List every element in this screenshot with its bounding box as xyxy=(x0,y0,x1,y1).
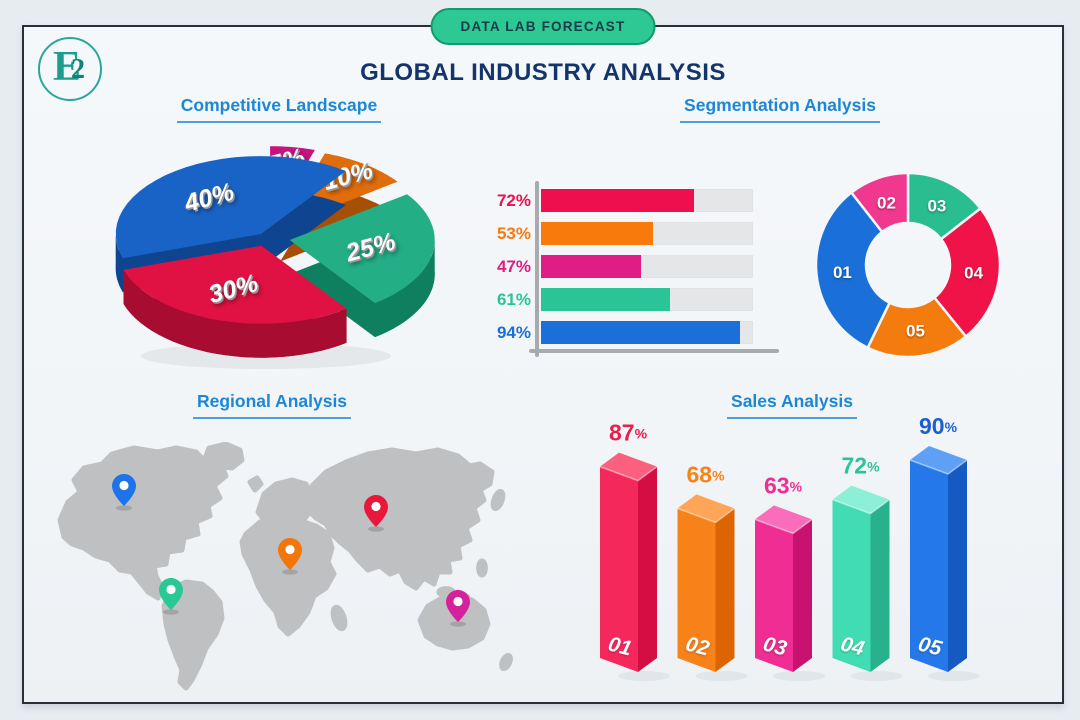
bar-row: 61% xyxy=(479,288,779,311)
bar-fill xyxy=(541,321,741,344)
continent-north-america xyxy=(57,445,229,601)
y-axis xyxy=(535,181,539,357)
column-01: 01 87% xyxy=(599,420,658,672)
bar-track xyxy=(541,255,753,278)
segmentation-bars: 72% 53% 47% 61% 94% xyxy=(479,175,779,375)
island-japan xyxy=(490,488,506,512)
map-pin-australia xyxy=(446,590,470,627)
column-value-label: 63% xyxy=(764,472,803,498)
segmentation-donut: 03 04 05 01 02 xyxy=(814,171,1002,359)
page-title: GLOBAL INDUSTRY ANALYSIS xyxy=(360,59,726,86)
map-pin-africa xyxy=(278,538,302,575)
donut-label: 01 xyxy=(833,263,852,282)
bar-value-label: 47% xyxy=(496,256,531,276)
logo: E 2 xyxy=(38,37,102,101)
bar-value-label: 72% xyxy=(496,190,531,210)
column-number-label: 02 xyxy=(683,633,712,661)
regional-map xyxy=(57,442,513,691)
regional-analysis-link[interactable]: Regional Analysis xyxy=(192,391,352,419)
pie-slice-25: 25% xyxy=(289,194,435,338)
column-value-label: 72% xyxy=(841,453,880,479)
bar-value-label: 61% xyxy=(496,289,531,309)
column-02: 02 68% xyxy=(677,461,735,672)
map-pins xyxy=(112,474,470,627)
island-philippines xyxy=(476,558,488,578)
column-03: 03 63% xyxy=(754,472,813,672)
logo-letter-2: 2 xyxy=(71,54,85,85)
donut-label: 02 xyxy=(877,194,896,213)
segmentation-analysis-link[interactable]: Segmentation Analysis xyxy=(680,95,880,123)
bar-fill xyxy=(541,222,654,245)
donut-label: 04 xyxy=(964,264,983,283)
donut-segment-01 xyxy=(814,191,891,349)
bar-fill xyxy=(541,255,641,278)
sales-analysis-link[interactable]: Sales Analysis xyxy=(727,391,857,419)
column-number-label: 01 xyxy=(606,633,634,661)
bar-value-label: 53% xyxy=(496,223,531,243)
continent-africa xyxy=(239,515,337,637)
logo-letter-e: E xyxy=(53,44,82,90)
map-pin-asia xyxy=(364,495,388,532)
donut-label: 03 xyxy=(927,197,946,216)
continent-south-america xyxy=(161,579,225,691)
bar-fill xyxy=(541,288,671,311)
column-05: 05 90% xyxy=(909,413,968,672)
column-value-label: 87% xyxy=(609,420,648,446)
bar-track xyxy=(541,321,753,344)
bar-row: 72% xyxy=(479,189,779,212)
bar-rows: 72% 53% 47% 61% 94% xyxy=(479,189,779,354)
section-competitive: Competitive Landscape xyxy=(119,95,439,123)
bar-track xyxy=(541,222,753,245)
island-uk xyxy=(247,475,264,493)
sales-columns: 01 87% 02 68% 03 63% 04 72% 05 90% xyxy=(599,413,980,681)
continent-asia xyxy=(303,447,495,591)
bar-value-label: 94% xyxy=(496,322,531,342)
section-regional: Regional Analysis xyxy=(112,391,432,419)
bar-track xyxy=(541,189,753,212)
bar-row: 47% xyxy=(479,255,779,278)
island-madagascar xyxy=(330,604,348,632)
donut-label: 05 xyxy=(906,322,925,341)
column-number-label: 04 xyxy=(838,633,867,661)
bar-row: 94% xyxy=(479,321,779,344)
donut-segment-04 xyxy=(933,207,1002,338)
map-pin-north-america xyxy=(112,474,136,511)
island-new-zealand xyxy=(499,652,513,672)
x-axis xyxy=(529,349,779,353)
competitive-pie: 5%10%40%25%30% xyxy=(115,143,435,369)
column-04: 04 72% xyxy=(832,453,890,672)
donut-segment-02 xyxy=(850,171,910,234)
column-number-label: 05 xyxy=(916,633,945,661)
bar-track xyxy=(541,288,753,311)
competitive-landscape-link[interactable]: Competitive Landscape xyxy=(176,95,382,123)
column-value-label: 90% xyxy=(919,413,958,439)
forecast-badge: DATA LAB FORECAST xyxy=(430,8,656,45)
pie-slice-30: 30% xyxy=(123,245,347,358)
column-value-label: 68% xyxy=(686,461,725,487)
bar-row: 53% xyxy=(479,222,779,245)
column-number-label: 03 xyxy=(761,633,790,661)
donut-segment-05 xyxy=(866,296,968,359)
section-segmentation: Segmentation Analysis xyxy=(620,95,940,123)
section-sales: Sales Analysis xyxy=(632,391,952,419)
world-map xyxy=(57,442,513,691)
content-frame: DATA LAB FORECAST E 2 GLOBAL INDUSTRY AN… xyxy=(22,8,1064,704)
continent-australia xyxy=(417,593,491,651)
map-pin-south-america xyxy=(159,578,183,615)
island-greenland xyxy=(203,442,245,471)
bar-fill xyxy=(541,189,694,212)
